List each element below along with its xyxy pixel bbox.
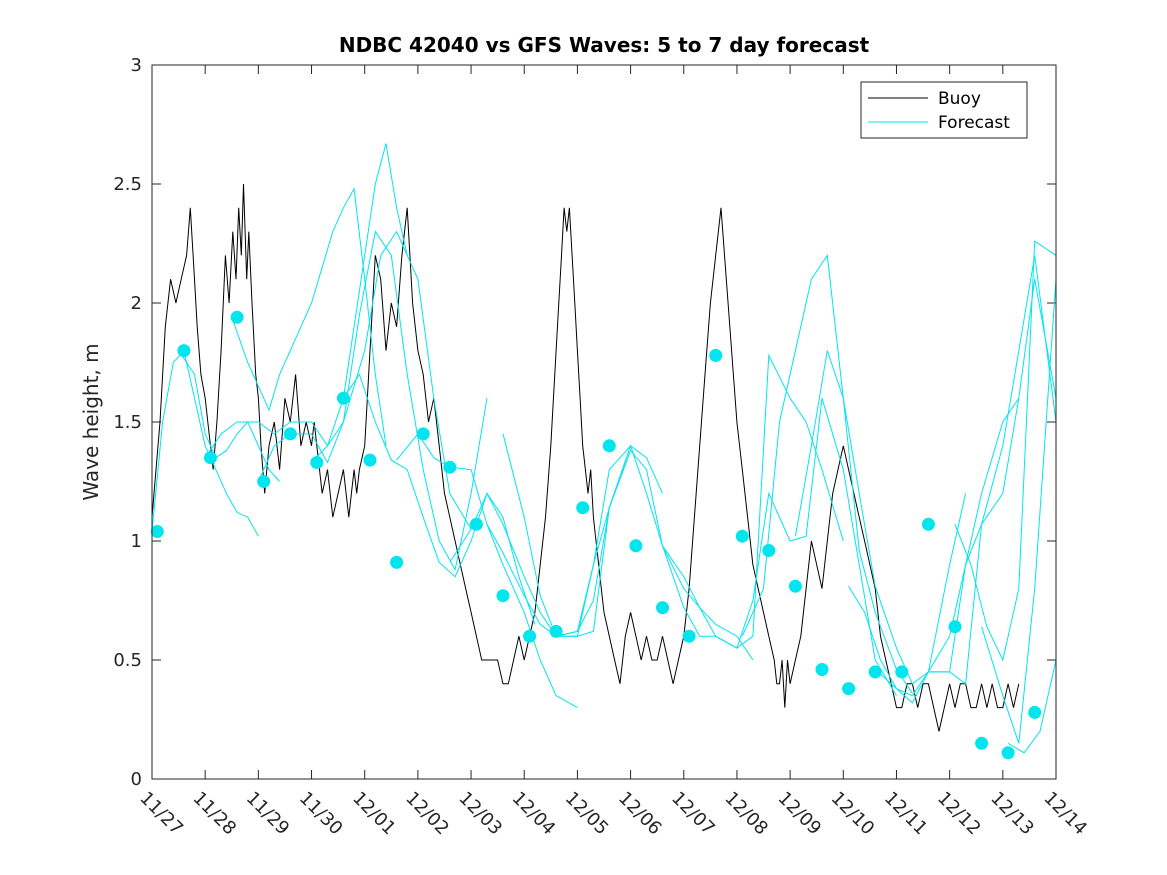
forecast-marker [177, 344, 191, 358]
forecast-markers [150, 310, 1042, 760]
forecast-line [231, 187, 387, 446]
x-tick-label: 11/29 [242, 788, 294, 840]
x-tick-label: 12/06 [614, 788, 666, 840]
legend-label-forecast: Forecast [938, 113, 1010, 133]
x-tick-label: 12/10 [827, 788, 879, 840]
forecast-marker [921, 517, 935, 531]
forecast-marker [602, 439, 616, 453]
forecast-line [794, 350, 967, 685]
x-tick-labels: 11/27 11/28 11/29 11/30 12/01 12/02 12/03 12/04… [135, 788, 1091, 840]
y-tick-label: 2.5 [113, 174, 142, 195]
forecast-line [1007, 659, 1056, 754]
forecast-marker [549, 624, 563, 638]
forecast-marker [629, 539, 643, 553]
forecast-line [204, 143, 408, 458]
forecast-line [715, 398, 897, 696]
forecast-marker [1001, 746, 1015, 760]
forecast-marker [523, 629, 537, 643]
forecast-marker [656, 601, 669, 615]
forecast-marker [283, 427, 297, 441]
forecast-line [178, 350, 280, 482]
forecast-marker [868, 665, 882, 679]
forecast-line [874, 279, 1056, 704]
y-tick-labels: 0 0.5 1 1.5 2 2.5 3 [113, 55, 142, 790]
forecast-marker [682, 629, 696, 643]
forecast-marker [709, 348, 723, 362]
forecast-marker [230, 310, 244, 324]
forecast-line [502, 433, 716, 637]
y-axis-label: Wave height, m [79, 343, 103, 500]
forecast-series [152, 143, 1056, 754]
forecast-line [927, 255, 1056, 673]
forecast-line [152, 349, 259, 537]
forecast-line [311, 230, 488, 572]
forecast-marker [975, 736, 989, 750]
x-tick-label: 12/05 [561, 788, 613, 840]
x-tick-label: 12/08 [720, 788, 772, 840]
forecast-line [981, 279, 1056, 744]
forecast-marker [762, 544, 776, 557]
x-tick-label: 11/27 [135, 788, 187, 840]
forecast-marker [310, 456, 324, 469]
plot-frame [151, 64, 1057, 780]
forecast-marker [576, 501, 590, 515]
forecast-marker [443, 460, 457, 474]
x-tick-label: 12/07 [667, 788, 719, 840]
legend: Buoy Forecast [860, 81, 1028, 139]
x-tick-label: 12/11 [880, 788, 932, 840]
x-tick-label: 12/12 [933, 788, 985, 840]
forecast-marker [363, 453, 377, 467]
x-tick-label: 12/04 [508, 788, 560, 840]
forecast-marker [416, 427, 430, 441]
y-tick-label: 1 [131, 531, 142, 552]
forecast-marker [390, 555, 404, 569]
forecast-marker [257, 475, 271, 488]
forecast-line [449, 445, 631, 637]
forecast-line [954, 240, 1056, 662]
x-tick-label: 11/30 [295, 788, 347, 840]
x-tick-label: 11/28 [189, 788, 241, 840]
forecast-marker [496, 589, 510, 603]
y-tick-label: 3 [131, 55, 142, 76]
x-tick-label: 12/14 [1039, 788, 1091, 840]
forecast-marker [948, 620, 962, 634]
y-tick-label: 0.5 [113, 650, 142, 671]
x-tick-label: 12/03 [455, 788, 507, 840]
forecast-line [342, 373, 536, 625]
x-tick-label: 12/13 [986, 788, 1038, 840]
y-tick-label: 2 [131, 293, 142, 314]
legend-box [860, 81, 1028, 139]
x-tick-label: 12/09 [774, 788, 826, 840]
forecast-marker [1028, 705, 1042, 719]
forecast-marker [842, 682, 856, 696]
forecast-marker [204, 451, 217, 465]
forecast-line [555, 444, 754, 661]
forecast-marker [150, 525, 164, 538]
forecast-marker [735, 529, 749, 543]
forecast-marker [815, 663, 829, 676]
y-tick-label: 0 [131, 769, 142, 790]
forecast-line [662, 353, 844, 649]
forecast-line [741, 253, 913, 694]
forecast-marker [895, 665, 909, 679]
forecast-marker [469, 517, 483, 531]
x-tick-label: 12/02 [401, 788, 453, 840]
forecast-marker [336, 391, 350, 405]
tick-marks [151, 64, 1057, 780]
x-tick-label: 12/01 [348, 788, 400, 840]
legend-label-buoy: Buoy [938, 89, 981, 109]
forecast-marker [788, 579, 802, 593]
forecast-line [396, 433, 578, 709]
chart-title: NDBC 42040 vs GFS Waves: 5 to 7 day fore… [339, 33, 870, 57]
y-tick-label: 1.5 [113, 412, 142, 433]
